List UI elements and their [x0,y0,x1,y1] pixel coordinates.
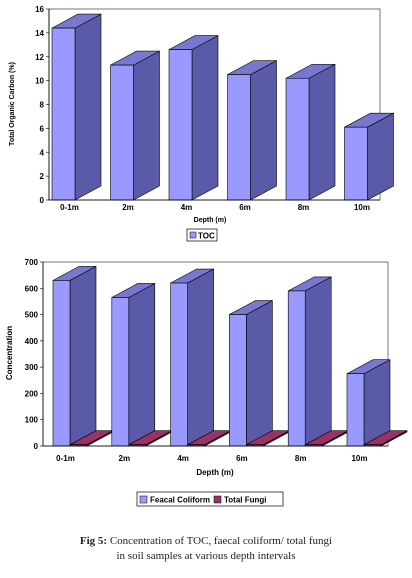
toc-y-tick-label: 0 [40,196,45,205]
toc-y-tick-label: 6 [40,124,45,133]
conc-legend: Feacal Coliform Total Fungi [136,491,284,507]
toc-y-tick-label: 8 [40,101,45,110]
toc-y-tick-label: 16 [35,5,44,14]
figure-caption: Fig 5: Concentration of TOC, faecal coli… [0,534,412,564]
toc-x-tick-label: 6m [239,203,251,212]
conc-y-tick-label: 400 [25,337,39,346]
legend-swatch-coliform [139,495,148,504]
coliform-bar-8m [287,276,332,447]
conc-y-tick-label: 500 [25,311,39,320]
coliform-fungi-chart: 0 100 200 300 400 500 600 700 0-1m 2m 4m 6m 8m 10m Co… [5,258,408,507]
toc-x-tick-label: 0-1m [60,203,79,212]
toc-x-tick-label: 2m [122,203,134,212]
conc-x-tick-label: 2m [119,454,131,463]
conc-x-axis-title: Depth (m) [196,468,234,477]
conc-y-tick-label: 0 [34,442,39,451]
conc-y-tick-label: 200 [25,389,39,398]
toc-bar-10m [344,112,394,201]
coliform-bar-4m [170,268,214,447]
coliform-bar-6m [229,300,273,447]
toc-x-tick-label: 10m [354,203,370,212]
coliform-bar-10m [346,359,391,447]
conc-y-tick-label: 100 [25,416,39,425]
conc-y-tick-label: 600 [25,284,39,293]
toc-x-tick-label: 4m [181,203,193,212]
toc-legend-label: TOC [198,232,215,241]
conc-x-tick-label: 0-1m [56,454,75,463]
legend-swatch-fungi [213,495,222,504]
toc-bar-0-1m [51,13,102,201]
conc-x-tick-label: 6m [236,454,248,463]
toc-bar-4m [168,35,219,201]
toc-y-tick-label: 4 [40,148,45,157]
toc-x-axis-title: Depth (m) [194,217,227,224]
toc-legend-swatch [189,231,197,239]
toc-bar-8m [285,63,336,201]
conc-y-tick-label: 700 [25,258,39,267]
toc-legend: TOC [186,228,218,242]
toc-x-tick-label: 8m [298,203,310,212]
coliform-bar-2m [111,282,156,447]
conc-y-axis-title: Concentration [5,326,14,380]
caption-line2: in soil samples at various depth interva… [116,550,296,562]
toc-y-tick-label: 14 [35,29,44,38]
toc-chart: 0 2 4 6 8 10 12 14 16 0-1m 2m 4m 6m 8m 10m Total Organ… [9,5,394,242]
coliform-bar-0-1m [52,265,97,447]
legend-label-fungi: Total Fungi [224,496,267,505]
caption-text: Concentration of TOC, faecal coliform/ t… [109,535,333,547]
toc-y-tick-label: 10 [35,77,44,86]
caption-label: Fig 5: [79,535,108,547]
conc-x-tick-label: 10m [351,454,367,463]
conc-x-tick-label: 4m [177,454,189,463]
toc-y-tick-label: 12 [35,53,44,62]
toc-y-axis-title: Total Organic Carbon (%) [9,62,16,146]
legend-label-coliform: Feacal Coliform [150,496,210,505]
conc-y-tick-label: 300 [25,363,39,372]
fungi-bar-10m [363,430,408,447]
toc-y-tick-label: 2 [40,172,45,181]
toc-bar-6m [227,60,277,201]
conc-x-tick-label: 8m [295,454,307,463]
toc-bar-2m [110,50,160,201]
